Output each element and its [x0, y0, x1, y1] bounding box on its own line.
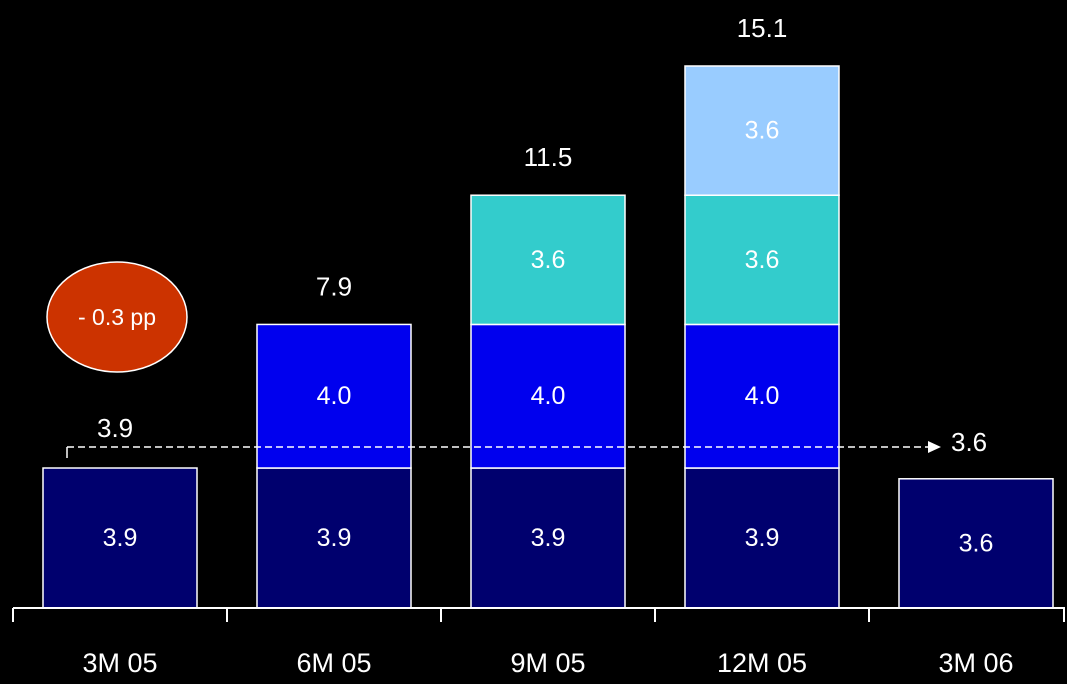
segment-value-label: 4.0	[317, 382, 352, 410]
bars-layer	[42, 65, 1054, 609]
labels-layer: 3.9 3.9 4.0 7.9 3.9 4.0 3.6 11.5 3.9 4.0 3.6 3.6 15.…	[103, 13, 994, 557]
x-axis: 3M 05 6M 05 9M 05 12M 05 3M 06	[12, 607, 1065, 678]
change-badge-text: - 0.3 pp	[78, 304, 156, 330]
segment-value-label: 3.6	[959, 529, 994, 557]
bar-segment	[470, 467, 626, 609]
change-badge	[46, 261, 188, 373]
segment-value-label: 4.0	[531, 382, 566, 410]
x-tick-label: 6M 05	[296, 648, 371, 678]
segment-value-label: 3.6	[531, 246, 566, 274]
segment-value-label: 3.6	[745, 117, 780, 145]
bar-total-label: 11.5	[524, 142, 573, 172]
bar-segment	[898, 478, 1054, 609]
annotation-layer: 3.9 3.6 - 0.3 pp	[46, 261, 987, 458]
bar-total-label: 7.9	[316, 271, 352, 301]
segment-value-label: 3.9	[103, 524, 138, 552]
x-tick-label: 9M 05	[510, 648, 585, 678]
bar-segment	[684, 194, 840, 326]
bar-total-label: 15.1	[737, 13, 788, 43]
bar-segment	[470, 323, 626, 469]
bar-segment	[684, 65, 840, 196]
segment-value-label: 3.9	[745, 524, 780, 552]
start-value-label: 3.9	[97, 413, 133, 443]
bar-segment	[256, 467, 412, 609]
bar-segment	[470, 194, 626, 326]
x-tick-label: 3M 05	[82, 648, 157, 678]
arrow-head-icon	[928, 441, 941, 453]
bar-segment	[42, 467, 198, 609]
x-tick-label: 12M 05	[717, 648, 807, 678]
segment-value-label: 4.0	[745, 382, 780, 410]
segment-value-label: 3.9	[531, 524, 566, 552]
bar-segment	[256, 323, 412, 469]
end-value-label: 3.6	[951, 427, 987, 457]
segment-value-label: 3.9	[317, 524, 352, 552]
segment-value-label: 3.6	[745, 246, 780, 274]
bar-segment	[684, 323, 840, 469]
x-tick-label: 3M 06	[938, 648, 1013, 678]
